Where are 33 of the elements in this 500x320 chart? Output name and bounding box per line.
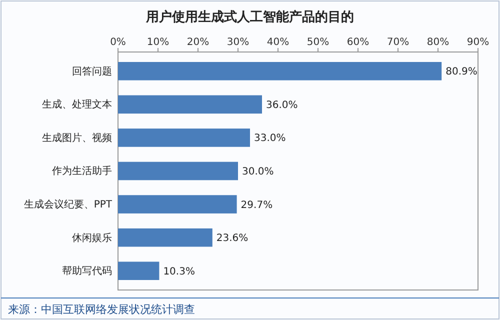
x-tick-label: 40% (266, 37, 290, 48)
y-tick-label: 生成图片、视频 (42, 132, 112, 144)
bar (118, 162, 238, 180)
x-tick-label: 60% (346, 37, 370, 48)
y-tick-label: 休闲娱乐 (72, 232, 112, 244)
y-tick-label: 回答问题 (72, 65, 112, 78)
data-label: 36.0% (266, 100, 298, 111)
y-tick-label: 生成会议纪要、PPT (24, 198, 113, 210)
bar (118, 195, 237, 214)
y-tick-label: 帮助写代码 (62, 265, 112, 278)
data-label: 33.0% (254, 133, 286, 144)
y-tick-label: 生成、处理文本 (42, 98, 112, 111)
y-tick-label: 作为生活助手 (51, 165, 112, 178)
chart-title: 用户使用生成式人工智能产品的目的 (145, 9, 354, 25)
bar (118, 95, 262, 114)
source-note: 来源：中国互联网络发展状况统计调查 (8, 303, 195, 316)
x-tick-label: 70% (386, 37, 410, 48)
x-tick-label: 50% (306, 37, 330, 48)
x-tick-label: 20% (186, 37, 210, 48)
x-tick-label: 90% (466, 37, 490, 48)
data-label: 80.9% (446, 66, 478, 78)
x-tick-label: 80% (426, 37, 450, 48)
data-label: 30.0% (242, 166, 274, 178)
data-label: 10.3% (163, 266, 195, 278)
bar (118, 62, 442, 80)
data-label: 23.6% (216, 233, 248, 244)
data-label: 29.7% (240, 200, 273, 211)
x-tick-label: 10% (146, 37, 170, 48)
bar (118, 262, 160, 280)
bar (118, 228, 212, 247)
bar (118, 128, 250, 147)
x-tick-label: 0% (110, 37, 126, 48)
x-tick-label: 30% (226, 37, 250, 48)
